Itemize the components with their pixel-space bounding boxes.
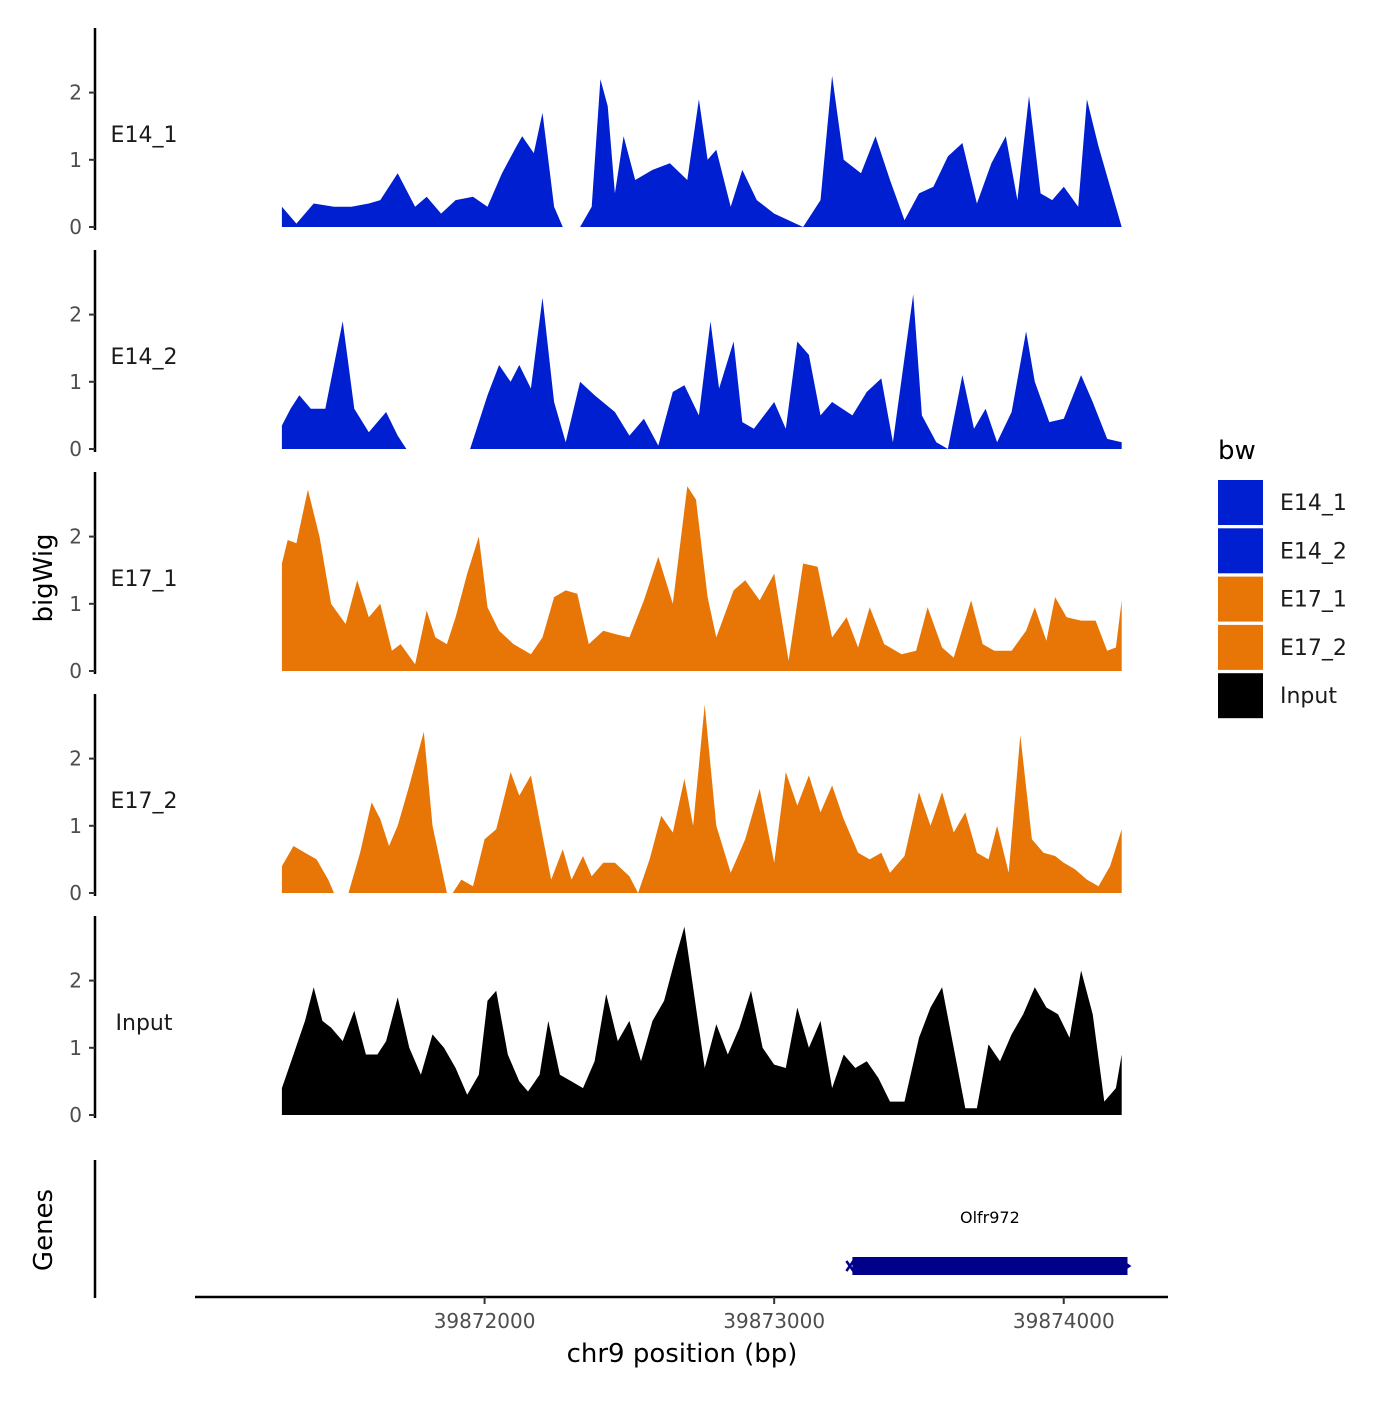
track-label-E17_1: E17_1 [111, 567, 178, 592]
gene-start-marker [845, 1260, 855, 1272]
legend-entry-E14_1: E14_1 [1218, 480, 1347, 525]
legend: bw E14_1 E14_2 E17_1 E17_2 Input [1218, 436, 1347, 719]
x-tick-label: 39873000 [723, 1309, 825, 1333]
genes-axis-title: Genes [29, 1189, 59, 1271]
legend-entry-E14_2: E14_2 [1218, 528, 1347, 574]
y-tick-label: 1 [69, 592, 82, 616]
legend-swatch [1218, 673, 1263, 719]
track-panel-E17_2: 0 1 2 E17_2 [69, 694, 1122, 905]
y-tick-label: 0 [69, 215, 82, 239]
legend-title: bw [1218, 436, 1256, 466]
y-axis-title: bigWig [29, 533, 59, 622]
signal-area-Input [281, 926, 1122, 1115]
y-tick-label: 2 [69, 81, 82, 105]
legend-swatch [1218, 480, 1263, 525]
legend-entry-E17_1: E17_1 [1218, 576, 1347, 622]
track-panel-E14_1: 0 1 2 E14_1 [69, 28, 1122, 239]
x-tick-label: 39874000 [1013, 1309, 1115, 1333]
y-tick-label: 1 [69, 370, 82, 394]
gene-label: Olfr972 [960, 1208, 1020, 1227]
legend-label: Input [1280, 684, 1337, 709]
track-label-E14_1: E14_1 [111, 123, 178, 148]
signal-area-E14_2 [281, 294, 1122, 449]
y-tick-label: 2 [69, 747, 82, 771]
x-axis: 39872000 39873000 39874000 [195, 1295, 1168, 1333]
legend-swatch [1218, 624, 1263, 670]
legend-label: E14_2 [1280, 539, 1347, 564]
y-tick-label: 0 [69, 437, 82, 461]
y-tick-label: 1 [69, 814, 82, 838]
y-tick-label: 2 [69, 303, 82, 327]
track-label-Input: Input [116, 1011, 173, 1036]
y-tick-label: 1 [69, 1036, 82, 1060]
legend-entry-Input: Input [1218, 673, 1337, 719]
track-label-E17_2: E17_2 [111, 789, 178, 814]
signal-area-E14_1 [281, 75, 1122, 227]
legend-entry-E17_2: E17_2 [1218, 624, 1347, 670]
x-tick-label: 39872000 [434, 1309, 536, 1333]
y-tick-label: 0 [69, 881, 82, 905]
y-tick-label: 2 [69, 969, 82, 993]
x-axis-title: chr9 position (bp) [567, 1339, 798, 1369]
y-tick-label: 0 [69, 1103, 82, 1127]
track-panel-E17_1: 0 1 2 E17_1 [69, 472, 1122, 683]
y-tick-label: 2 [69, 525, 82, 549]
legend-swatch [1218, 528, 1263, 574]
legend-label: E17_1 [1280, 588, 1347, 613]
gene-Olfr972: Olfr972 [845, 1208, 1132, 1275]
legend-label: E17_2 [1280, 636, 1347, 661]
gene-panel: Olfr972 [93, 1160, 1132, 1298]
y-tick-label: 1 [69, 148, 82, 172]
gene-end-marker [1125, 1262, 1132, 1270]
track-panels: 0 1 2 E14_1 0 1 2 E14_2 0 1 2 E17_1 0 1 2 E17_2 0 1 2 Input [69, 28, 1122, 1127]
track-panel-Input: 0 1 2 Input [69, 916, 1122, 1127]
y-tick-label: 0 [69, 659, 82, 683]
signal-area-E17_2 [281, 704, 1122, 893]
legend-swatch [1218, 576, 1263, 622]
track-panel-E14_2: 0 1 2 E14_2 [69, 250, 1122, 461]
signal-area-E17_1 [281, 486, 1122, 671]
gene-body [852, 1257, 1128, 1275]
track-label-E14_2: E14_2 [111, 345, 178, 370]
legend-label: E14_1 [1280, 491, 1347, 516]
